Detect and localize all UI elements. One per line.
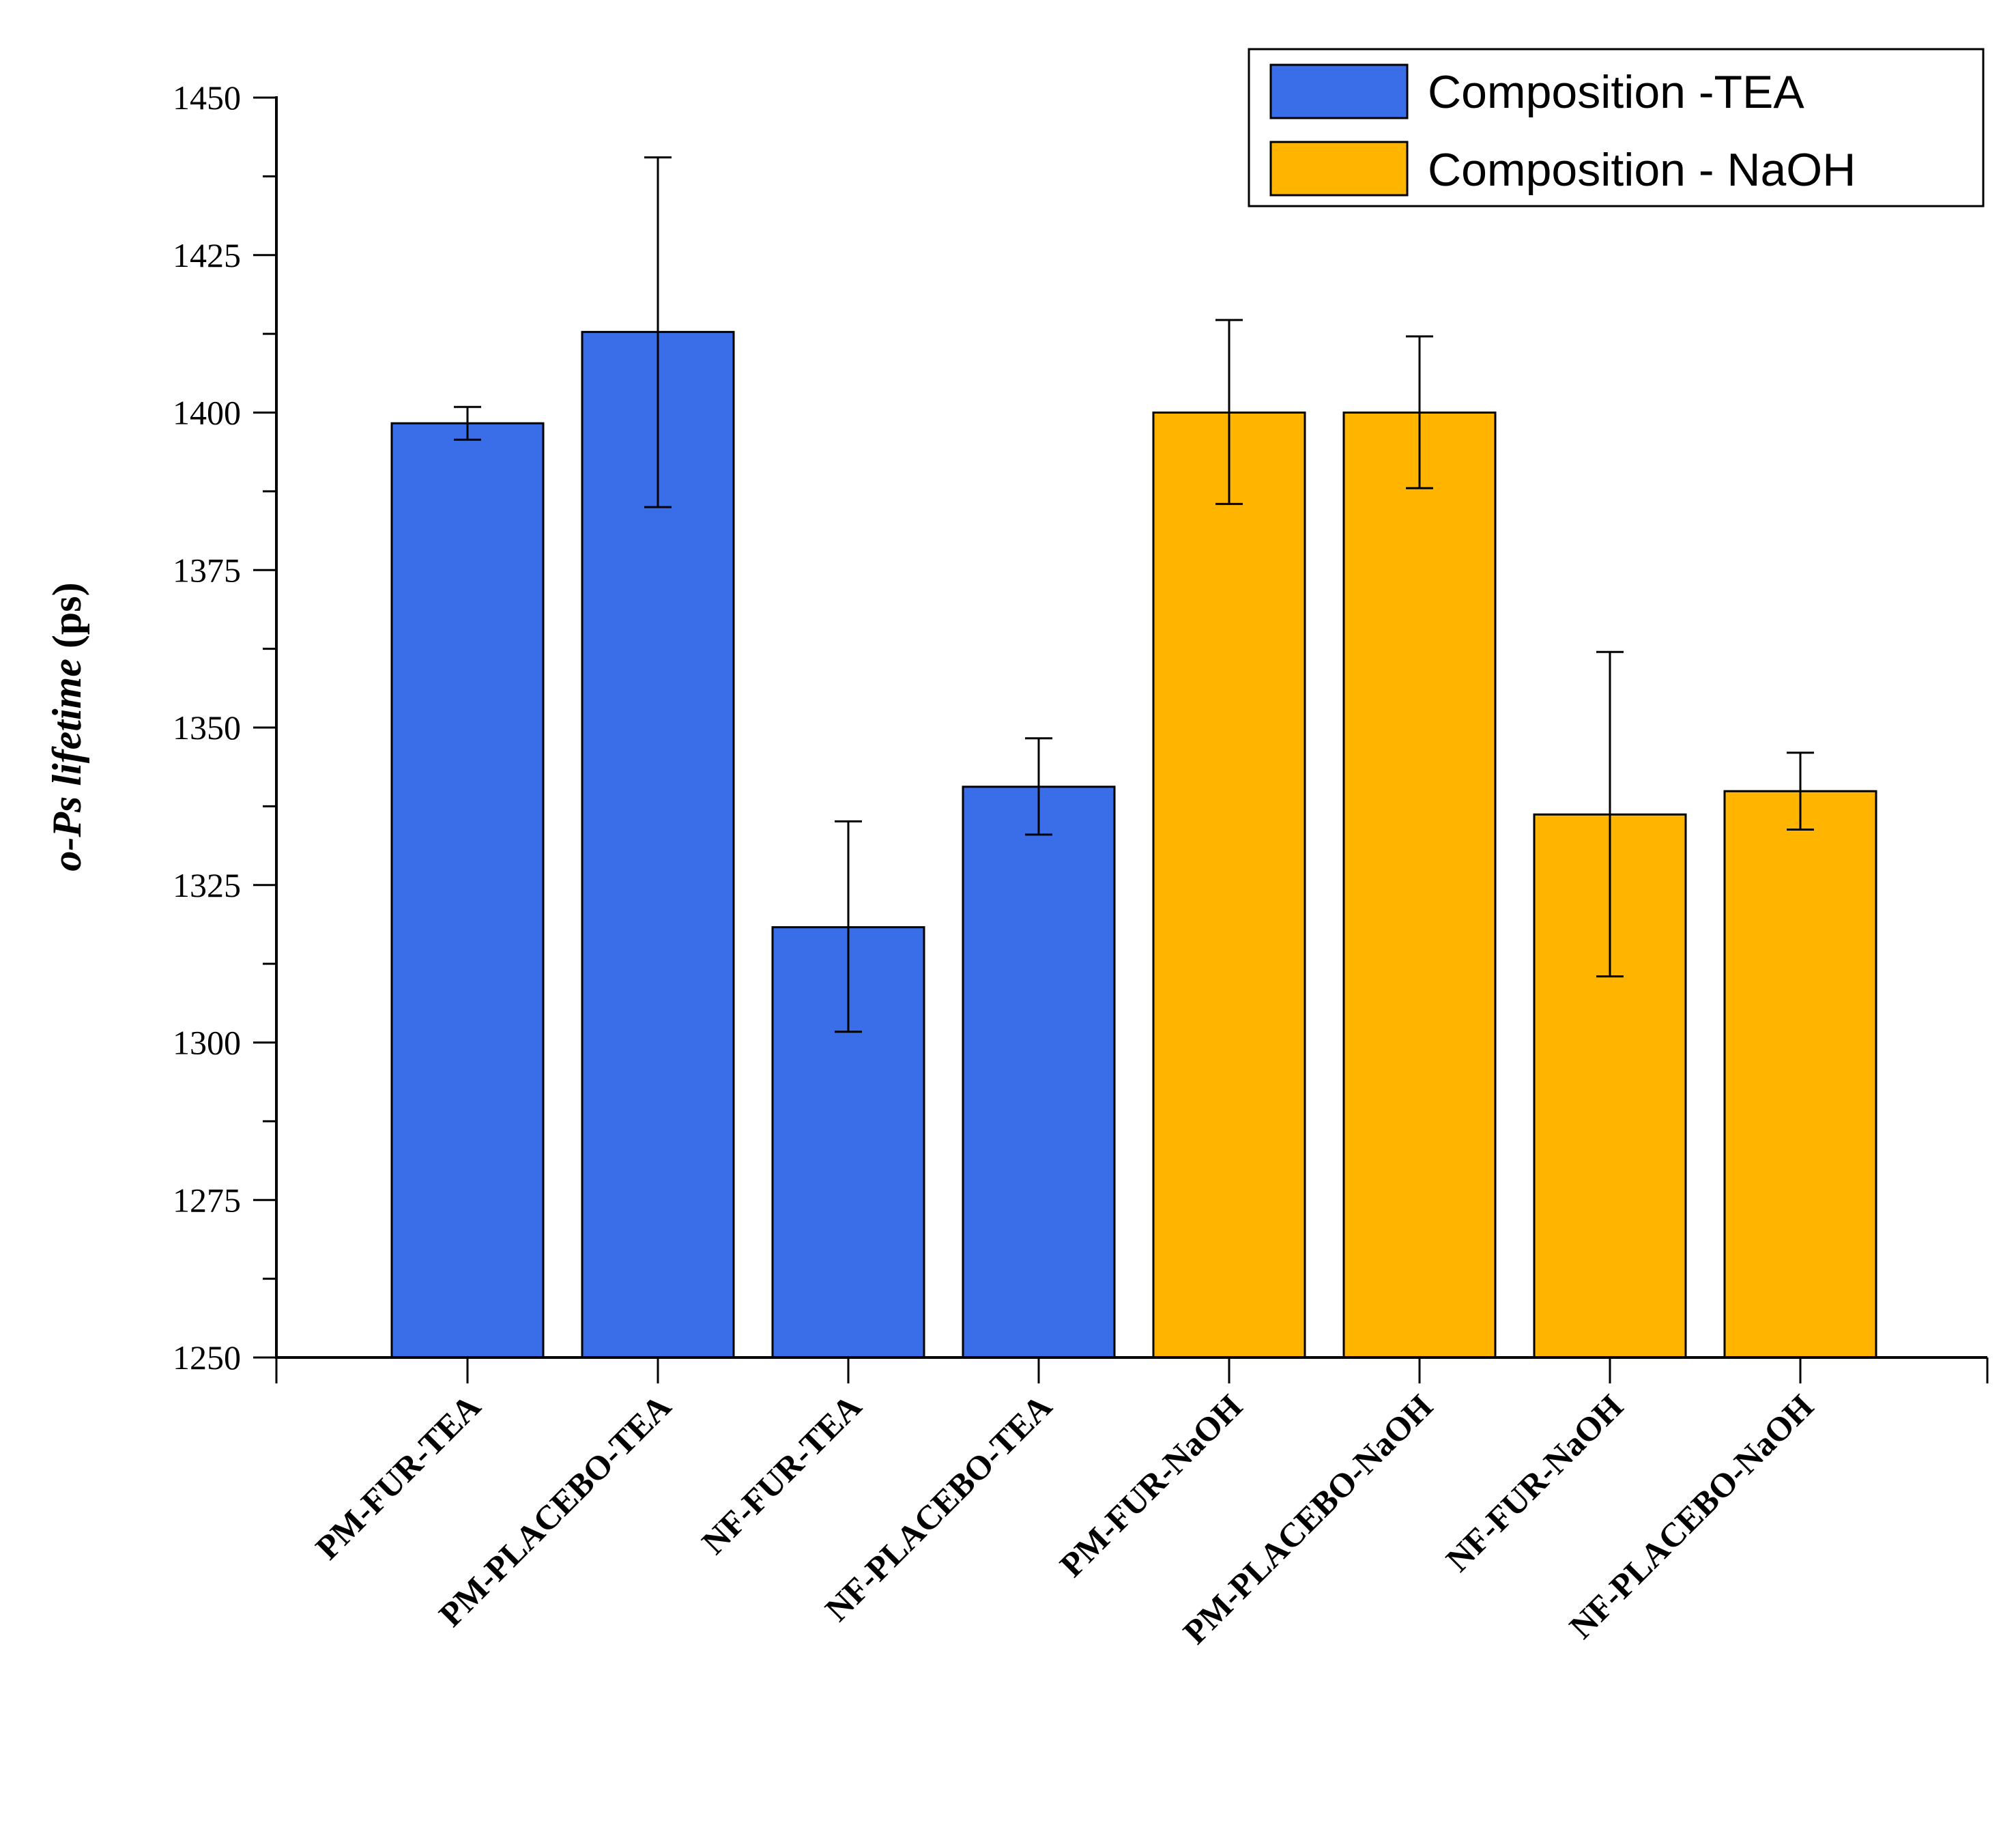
y-tick-label: 1300 [173, 1024, 241, 1062]
y-axis-title: o-Ps lifetime (ps) [44, 582, 89, 871]
y-axis-title-italic: o-Ps lifetime [44, 659, 89, 872]
y-tick-label: 1350 [173, 708, 241, 747]
x-tick-label: PM-FUR-TEA [308, 1387, 487, 1566]
x-tick-label: NF-FUR-NaOH [1439, 1387, 1630, 1579]
bar-nf-placebo-naoh [1723, 790, 1877, 1359]
y-tick-label: 1425 [173, 236, 241, 274]
legend-label-tea: Composition -TEA [1428, 66, 1804, 118]
error-bars-group [454, 156, 1814, 1033]
y-ticks-group: 1250 1275 1300 1325 1350 1375 1400 1425 1450 [173, 78, 276, 1377]
legend-swatch-naoh [1269, 141, 1409, 197]
bar-nf-placebo-tea [962, 786, 1116, 1359]
y-tick-label: 1275 [173, 1181, 241, 1219]
y-tick-label: 1325 [173, 866, 241, 904]
bar-pm-fur-tea [390, 422, 545, 1359]
bar-pm-fur-naoh [1152, 412, 1306, 1359]
legend-swatch-tea [1269, 63, 1409, 119]
y-axis-title-unit: (ps) [44, 582, 89, 659]
y-tick-label: 1400 [173, 394, 241, 432]
bar-pm-placebo-naoh [1342, 412, 1497, 1359]
legend-label-naoh: Composition - NaOH [1428, 144, 1856, 196]
legend: Composition -TEA Composition - NaOH [1248, 48, 1985, 207]
x-tick-label: PM-FUR-NaOH [1052, 1387, 1250, 1584]
y-tick-label: 1375 [173, 551, 241, 589]
y-tick-label: 1450 [173, 78, 241, 117]
y-tick-label: 1250 [173, 1338, 241, 1377]
x-tick-label: NF-FUR-TEA [694, 1387, 869, 1562]
bars-group [390, 330, 1877, 1359]
